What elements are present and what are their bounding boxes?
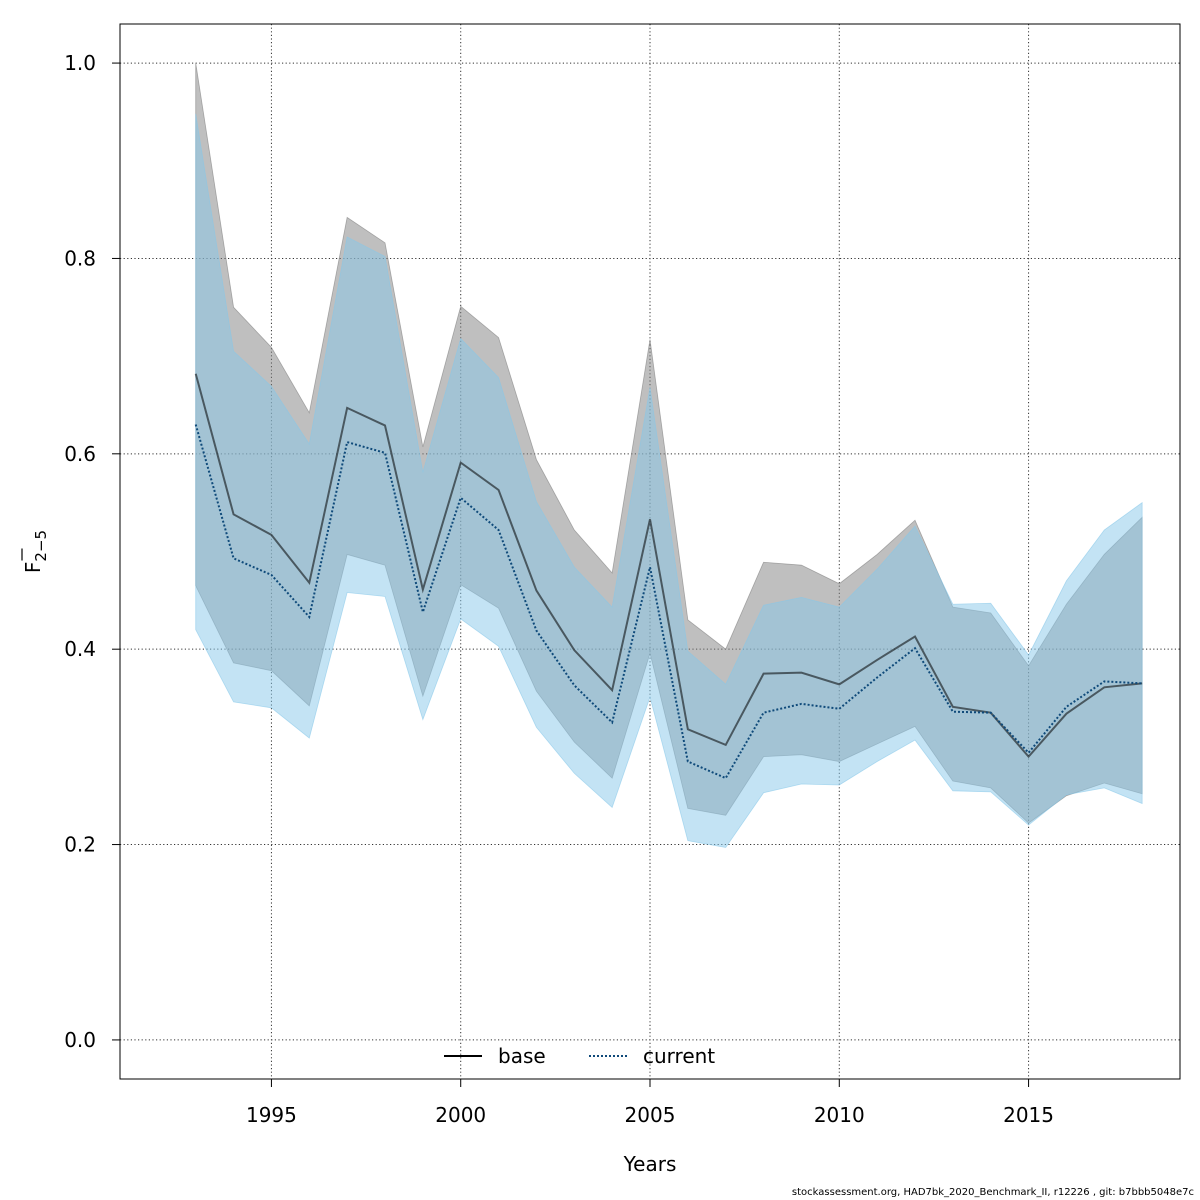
svg-text:F2−5: F2−5 bbox=[21, 530, 50, 573]
x-tick-label-2010: 2010 bbox=[814, 1103, 865, 1127]
y-axis: 0.0 0.2 0.4 0.6 0.8 1.0 bbox=[64, 51, 120, 1052]
y-tick-label-0.6: 0.6 bbox=[64, 442, 96, 466]
x-tick-label-2015: 2015 bbox=[1003, 1103, 1054, 1127]
y-tick-label-0.2: 0.2 bbox=[64, 833, 96, 857]
series-lines bbox=[194, 373, 1143, 780]
y-axis-title-subscript: 2−5 bbox=[32, 530, 50, 562]
y-tick-label-0.8: 0.8 bbox=[64, 246, 96, 270]
y-tick-label-1.0: 1.0 bbox=[64, 51, 96, 75]
y-axis-title: F2−5 bbox=[21, 530, 50, 573]
legend-label-current: current bbox=[643, 1044, 715, 1068]
legend-label-base: base bbox=[498, 1044, 546, 1068]
x-tick-label-2005: 2005 bbox=[625, 1103, 676, 1127]
confidence-bands bbox=[195, 63, 1143, 848]
x-axis: 1995 2000 2005 2010 2015 bbox=[246, 1079, 1054, 1127]
footer-credit: stockassessment.org, HAD7bk_2020_Benchma… bbox=[791, 1187, 1194, 1198]
line-base bbox=[194, 373, 1143, 759]
legend: base current bbox=[444, 1044, 715, 1068]
x-tick-label-2000: 2000 bbox=[435, 1103, 486, 1127]
y-tick-label-0.4: 0.4 bbox=[64, 637, 96, 661]
y-axis-title-main: F bbox=[21, 562, 45, 574]
x-axis-title: Years bbox=[623, 1152, 677, 1176]
y-tick-label-0.0: 0.0 bbox=[64, 1028, 96, 1052]
x-tick-label-1995: 1995 bbox=[246, 1103, 297, 1127]
band-current bbox=[195, 113, 1143, 848]
